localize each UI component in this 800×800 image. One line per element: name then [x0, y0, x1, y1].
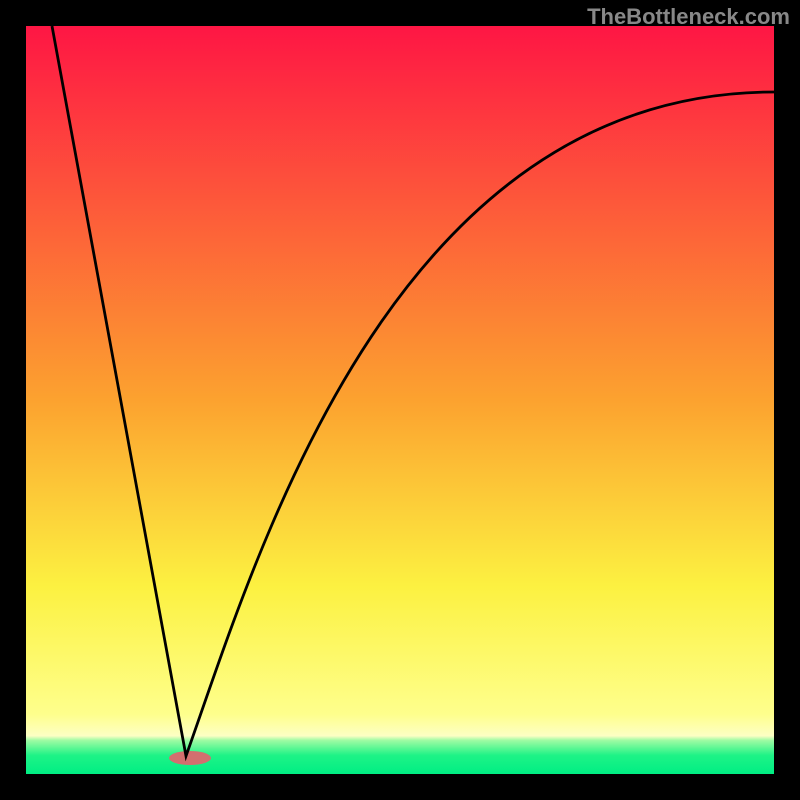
notch-marker — [169, 751, 211, 765]
watermark-text: TheBottleneck.com — [587, 4, 790, 30]
bottleneck-chart — [0, 0, 800, 800]
chart-container: { "watermark": { "text": "TheBottleneck.… — [0, 0, 800, 800]
gradient-background — [26, 26, 774, 774]
